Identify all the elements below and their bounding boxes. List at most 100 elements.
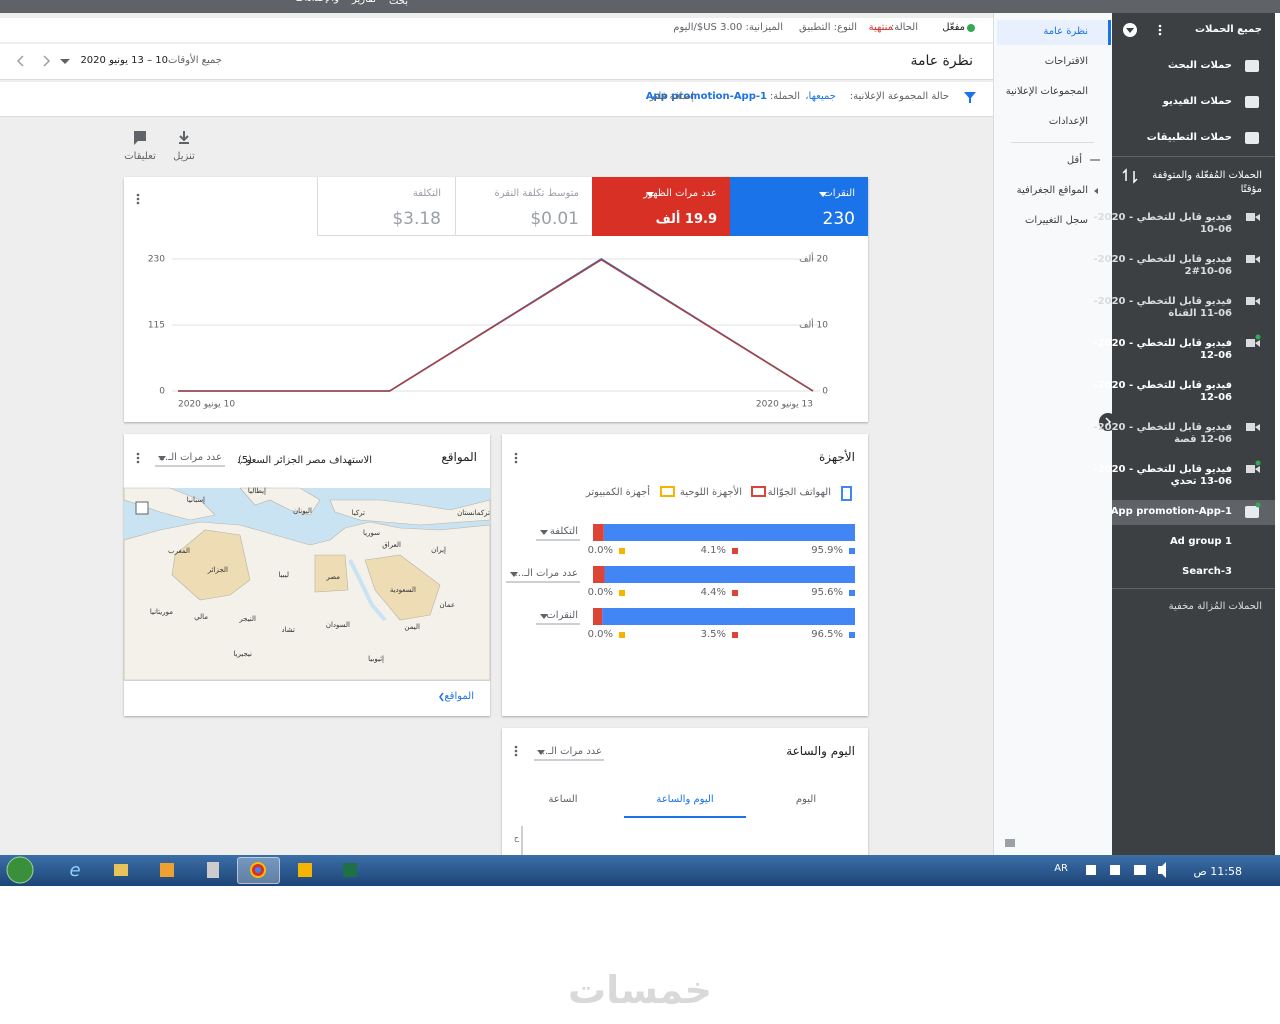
y-tick-label: 230 — [148, 255, 165, 265]
label: جميعها، — [805, 91, 836, 102]
nav-panel — [993, 13, 1112, 855]
metric-dropdown[interactable]: النقرات — [546, 610, 578, 621]
sort-icon[interactable] — [1122, 168, 1138, 184]
scorecard-label[interactable]: النقرات — [823, 188, 855, 199]
campaign-item[interactable]: فيديو قابل للتخطي - 2020- — [1093, 296, 1232, 307]
top-menu-item[interactable]: والإعدادات — [295, 0, 339, 7]
y-tick-label: 115 — [148, 321, 165, 331]
scorecard-value: 19.9 ألف — [655, 211, 717, 227]
campaign-item[interactable]: فيديو قابل للتخطي - 2020- — [1093, 464, 1232, 475]
campaign-item[interactable]: 11-06 القناة — [1168, 308, 1232, 319]
ad-group-item[interactable]: Ad group 1 — [1169, 536, 1232, 547]
metric-dropdown[interactable]: التكلفة — [549, 526, 578, 537]
map-label: سوريا — [363, 528, 380, 537]
add-filter[interactable]: إضافة فلتر — [649, 91, 694, 102]
fullscreen-button[interactable] — [135, 501, 149, 515]
nav-item[interactable]: الاقتراحات — [1044, 56, 1088, 67]
campaign-type[interactable]: حملات البحث — [1167, 60, 1232, 71]
metric-dropdown[interactable]: عدد مرات الـ... — [158, 452, 222, 463]
campaign-item[interactable]: فيديو قابل للتخطي - 2020- — [1093, 338, 1232, 349]
scorecard-label[interactable]: عدد مرات الظهور — [643, 188, 717, 199]
campaign-item[interactable]: فيديو قابل للتخطي - 2020- — [1093, 254, 1232, 265]
prev-button[interactable] — [16, 55, 24, 67]
map-label: تركيا — [351, 508, 365, 517]
bar-segment — [593, 524, 604, 541]
feedback-button[interactable]: تعليقات — [124, 151, 156, 162]
filter-icon[interactable] — [964, 92, 976, 103]
map-label: اليونان — [292, 506, 312, 515]
card-title: الأجهزة — [818, 450, 855, 464]
divider — [1112, 588, 1275, 589]
sidebar-menu-dots[interactable] — [1158, 24, 1162, 36]
metric-dropdown[interactable]: عدد مرات الـ... — [538, 746, 602, 757]
download-icon[interactable] — [179, 131, 189, 144]
video-icon — [1246, 255, 1255, 263]
map-label: المغرب — [168, 546, 190, 555]
campaign-type-icon — [1245, 60, 1259, 72]
label-swatch — [849, 632, 855, 638]
campaign-item[interactable]: فيديو قابل للتخطي - 2020- — [1093, 380, 1232, 391]
help-icon[interactable] — [1005, 839, 1015, 847]
feedback-icon[interactable] — [134, 131, 146, 145]
video-icon — [1246, 465, 1255, 473]
nav-toggle[interactable]: أقل — [1066, 155, 1082, 166]
dropdown-arrow — [540, 530, 548, 535]
y2-tick-label: 20 ألف — [799, 253, 828, 265]
nav-item[interactable]: المجموعات الإعلانية — [1005, 86, 1088, 97]
label: النوع: التطبيق — [799, 22, 857, 33]
app-icon — [1245, 506, 1259, 518]
nav-item[interactable]: نظرة عامة — [1043, 26, 1088, 37]
nav-item[interactable]: سجل التغييرات — [1025, 215, 1088, 226]
card-title: اليوم والساعة — [786, 744, 855, 758]
tab[interactable]: اليوم — [795, 794, 817, 805]
value-label: 96.5% — [811, 629, 843, 640]
campaign-item[interactable]: فيديو قابل للتخطي - 2020- — [1093, 212, 1232, 223]
date-range[interactable]: 10 – 13 يونيو 2020 — [80, 55, 168, 66]
map-label: النيجر — [239, 614, 256, 623]
campaign-item[interactable]: App promotion-App-1 — [1110, 506, 1232, 517]
map-label: تركمانستان — [457, 508, 490, 517]
download-button[interactable]: تنزيل — [173, 151, 195, 162]
scorecard-impressions[interactable] — [592, 177, 730, 236]
campaign-item[interactable]: 13-06 تحدي — [1170, 476, 1232, 487]
campaign-item[interactable]: 2#10-06 — [1184, 266, 1232, 277]
map-label: السعودية — [389, 585, 416, 594]
language-indicator[interactable]: AR — [1054, 863, 1068, 874]
campaign-item[interactable]: فيديو قابل للتخطي - 2020- — [1093, 422, 1232, 433]
video-icon — [1255, 424, 1260, 431]
metric-dropdown[interactable]: عدد مرات الـ... — [514, 568, 578, 579]
x-tick-label: 13 يونيو 2020 — [756, 400, 813, 410]
campaign-type[interactable]: حملات التطبيقات — [1146, 132, 1232, 143]
map-label: إسبانيا — [186, 495, 205, 504]
campaign-item[interactable]: 10-06 — [1200, 224, 1232, 235]
next-button[interactable] — [43, 55, 51, 67]
video-icon — [1255, 256, 1260, 263]
nav-item[interactable]: المواقع الجغرافية — [1016, 185, 1088, 196]
date-dropdown[interactable] — [60, 59, 70, 64]
bar-segment — [602, 608, 855, 625]
top-menu-item[interactable]: بحث — [388, 0, 408, 7]
tray-icons[interactable] — [1086, 862, 1166, 878]
tab[interactable]: الساعة — [548, 794, 578, 805]
start-button[interactable] — [6, 856, 34, 884]
label: مفعّل — [942, 22, 965, 33]
menu-dots[interactable] — [136, 193, 518, 757]
tab[interactable]: اليوم والساعة — [656, 794, 714, 805]
filter-bar — [0, 82, 993, 117]
expand-icon[interactable] — [1094, 188, 1098, 194]
campaign-item[interactable]: 12-06 — [1200, 350, 1232, 361]
campaign-type[interactable]: حملات الفيديو — [1162, 96, 1232, 107]
collapse-handle[interactable] — [1099, 413, 1117, 431]
campaign-item[interactable]: 12-06 قصة — [1174, 434, 1232, 445]
label: ح — [513, 833, 519, 842]
legend-entry: الأجهزة اللوحية — [679, 487, 742, 498]
taskbar-apps[interactable]: e — [69, 860, 357, 881]
legend-icon — [660, 486, 675, 497]
locations-link[interactable]: المواقع — [444, 691, 474, 702]
scorecard-clicks[interactable] — [730, 177, 868, 236]
ad-group-item[interactable]: Search-3 — [1182, 566, 1232, 577]
nav-item[interactable]: الإعدادات — [1048, 116, 1088, 127]
top-menu-item[interactable]: تقارير — [352, 0, 376, 8]
header — [0, 44, 993, 80]
campaign-item[interactable]: 12-06 — [1200, 392, 1232, 403]
